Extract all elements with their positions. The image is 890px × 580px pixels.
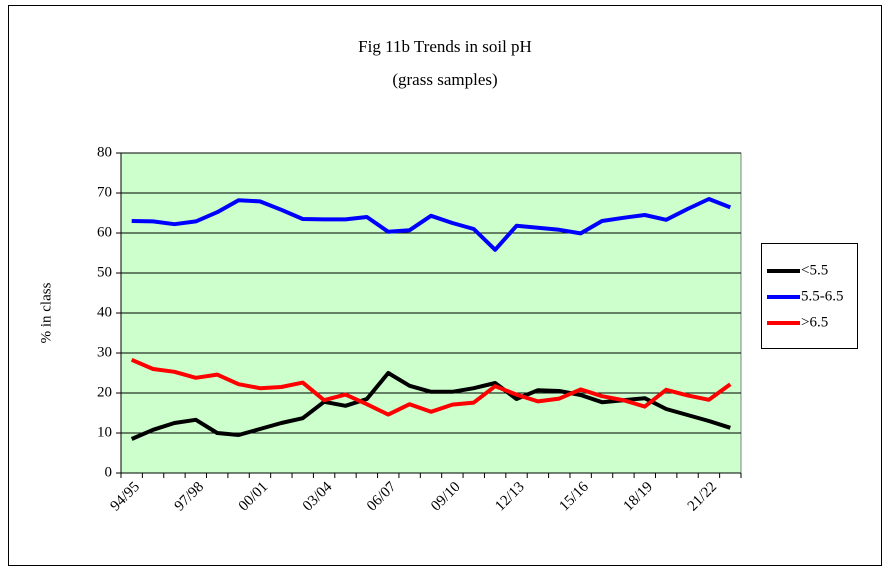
y-tick-label: 10 — [97, 424, 112, 440]
series-line — [130, 357, 732, 417]
y-tick-label: 60 — [97, 224, 112, 240]
y-tick-label: 70 — [97, 184, 112, 200]
y-tick-label: 40 — [97, 304, 112, 320]
series-line — [130, 371, 731, 441]
y-tick-label: 20 — [97, 384, 112, 400]
legend-label: >6.5 — [801, 314, 828, 330]
y-tick-label: 30 — [97, 344, 112, 360]
y-tick-label: 80 — [97, 144, 112, 160]
y-tick-label: 50 — [97, 264, 112, 280]
legend-label: 5.5-6.5 — [801, 288, 844, 304]
y-axis-label: % in class — [38, 282, 54, 343]
chart-title: Fig 11b Trends in soil pH — [358, 37, 532, 56]
chart-subtitle: (grass samples) — [392, 70, 497, 89]
y-tick-label: 0 — [105, 464, 113, 480]
legend-label: <5.5 — [801, 262, 828, 278]
series-line — [131, 197, 732, 252]
